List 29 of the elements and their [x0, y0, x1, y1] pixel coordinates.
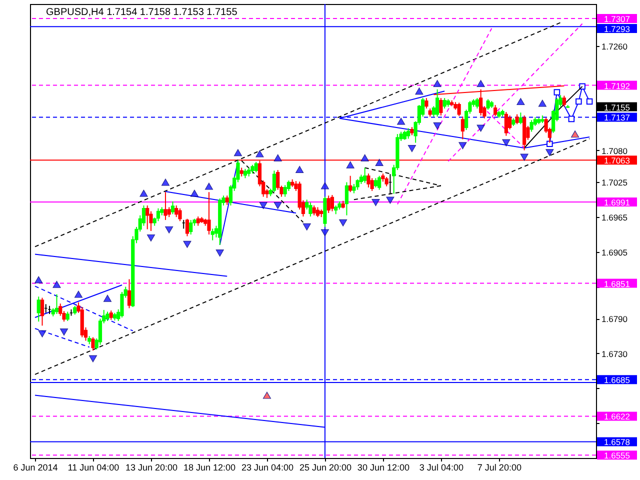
y-tick-label: 1.6965: [602, 212, 628, 223]
x-tick-label: 23 Jun 04:00: [241, 462, 294, 472]
y-tick-label: 1.7080: [602, 146, 628, 156]
ref-line-label: 1.6578: [604, 437, 630, 448]
ref-line-label: 1.6685: [604, 375, 630, 386]
text: 1.7155: [604, 102, 630, 112]
y-tick-label: 1.6790: [602, 314, 628, 324]
ref-line-label: 1.7293: [604, 24, 630, 34]
y-tick-label: 1.6730: [602, 349, 628, 359]
x-tick-label: 13 Jun 20:00: [125, 462, 178, 472]
ref-line-label: 1.7192: [604, 80, 630, 91]
ref-line-label: 1.6622: [604, 412, 630, 422]
x-tick-label: 30 Jun 12:00: [357, 462, 410, 472]
ref-line-label: 1.7307: [604, 14, 630, 24]
x-tick-label: 6 Jun 2014: [13, 462, 58, 472]
y-tick-label: 1.7260: [602, 41, 628, 52]
x-tick-label: 7 Jul 20:00: [477, 462, 522, 472]
ref-line-label: 1.7063: [604, 156, 630, 166]
y-tick-label: 1.7025: [602, 178, 628, 188]
x-tick-label: 25 Jun 20:00: [299, 462, 352, 472]
ref-line-label: 1.6851: [604, 278, 630, 289]
chart-title: GBPUSD,H4 1.7154 1.7158 1.7153 1.7155: [46, 7, 238, 18]
x-tick-label: 18 Jun 12:00: [183, 462, 236, 472]
x-tick-label: 11 Jun 04:00: [68, 462, 120, 472]
y-tick-label: 1.6905: [602, 247, 628, 258]
ref-line-label: 1.7137: [604, 112, 630, 123]
ref-line-label: 1.6991: [604, 197, 630, 208]
x-tick-label: 3 Jul 04:00: [419, 462, 464, 472]
ref-line-label: 1.6555: [604, 450, 630, 461]
